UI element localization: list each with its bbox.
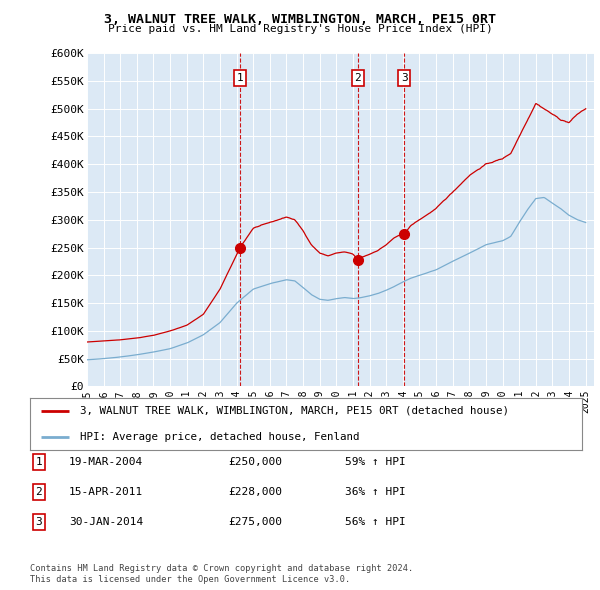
Text: 56% ↑ HPI: 56% ↑ HPI	[345, 517, 406, 527]
Text: 1: 1	[237, 73, 244, 83]
Text: 2: 2	[35, 487, 43, 497]
Text: £228,000: £228,000	[228, 487, 282, 497]
Text: 3: 3	[401, 73, 407, 83]
Text: 15-APR-2011: 15-APR-2011	[69, 487, 143, 497]
Text: This data is licensed under the Open Government Licence v3.0.: This data is licensed under the Open Gov…	[30, 575, 350, 584]
Text: 59% ↑ HPI: 59% ↑ HPI	[345, 457, 406, 467]
Text: £275,000: £275,000	[228, 517, 282, 527]
Text: 19-MAR-2004: 19-MAR-2004	[69, 457, 143, 467]
Text: 36% ↑ HPI: 36% ↑ HPI	[345, 487, 406, 497]
Text: Price paid vs. HM Land Registry's House Price Index (HPI): Price paid vs. HM Land Registry's House …	[107, 24, 493, 34]
Text: 30-JAN-2014: 30-JAN-2014	[69, 517, 143, 527]
Text: HPI: Average price, detached house, Fenland: HPI: Average price, detached house, Fenl…	[80, 432, 359, 441]
Text: £250,000: £250,000	[228, 457, 282, 467]
Text: 3: 3	[35, 517, 43, 527]
Text: 3, WALNUT TREE WALK, WIMBLINGTON, MARCH, PE15 0RT: 3, WALNUT TREE WALK, WIMBLINGTON, MARCH,…	[104, 13, 496, 26]
Text: 2: 2	[355, 73, 361, 83]
Text: Contains HM Land Registry data © Crown copyright and database right 2024.: Contains HM Land Registry data © Crown c…	[30, 565, 413, 573]
Text: 1: 1	[35, 457, 43, 467]
Text: 3, WALNUT TREE WALK, WIMBLINGTON, MARCH, PE15 0RT (detached house): 3, WALNUT TREE WALK, WIMBLINGTON, MARCH,…	[80, 406, 509, 415]
